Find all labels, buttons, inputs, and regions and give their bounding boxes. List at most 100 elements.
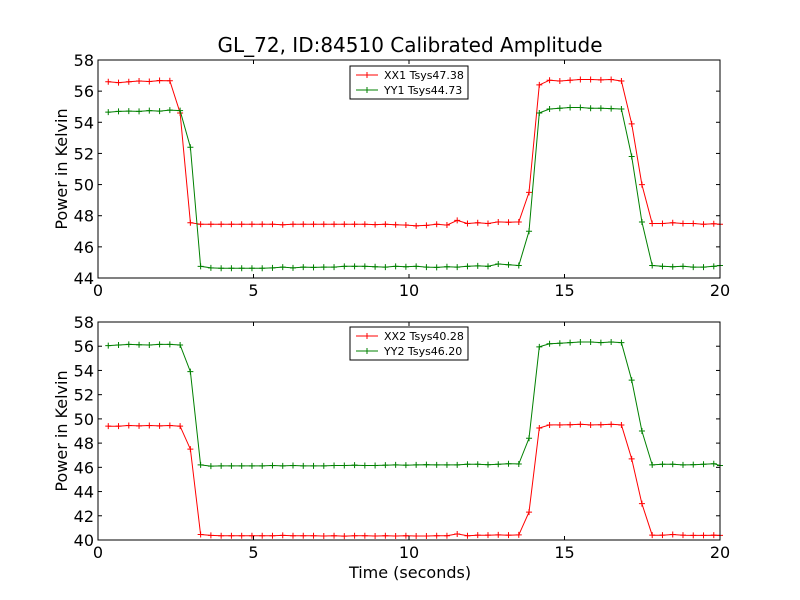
bottom-y-tick-label: 56: [74, 337, 94, 356]
top-data-point: [259, 221, 266, 228]
top-y-tick-label: 58: [74, 51, 94, 70]
bottom-y-tick-label: 58: [74, 313, 94, 332]
top-data-point: [608, 76, 615, 83]
top-data-point: [218, 265, 225, 272]
top-data-point: [669, 219, 676, 226]
top-y-tick-label: 50: [74, 176, 94, 195]
top-data-point: [402, 263, 409, 270]
top-data-point: [392, 221, 399, 228]
top-chart-panel: GL_72, ID:84510 Calibrated Amplitude Pow…: [52, 33, 730, 300]
bottom-data-point: [608, 338, 615, 345]
bottom-data-point: [515, 531, 522, 538]
top-legend-label-2: YY1 Tsys44.73: [383, 84, 462, 97]
bottom-data-point: [679, 532, 686, 539]
top-data-point: [136, 78, 143, 85]
top-data-point: [187, 219, 194, 226]
bottom-data-point: [259, 532, 266, 539]
bottom-data-point: [197, 531, 204, 538]
top-data-point: [289, 221, 296, 228]
bottom-data-point: [259, 462, 266, 469]
bottom-data-point: [156, 341, 163, 348]
bottom-data-point: [392, 461, 399, 468]
bottom-data-point: [177, 342, 184, 349]
bottom-data-point: [341, 533, 348, 540]
top-data-point: [156, 77, 163, 84]
bottom-y-tick-label: 54: [74, 361, 94, 380]
bottom-data-point: [649, 532, 656, 539]
bottom-data-point: [474, 532, 481, 539]
bottom-data-point: [700, 461, 707, 468]
bottom-data-point: [423, 533, 430, 540]
bottom-data-point: [125, 341, 132, 348]
bottom-legend-label-2: YY2 Tsys46.20: [383, 345, 462, 358]
bottom-data-point: [372, 533, 379, 540]
top-data-point: [207, 221, 214, 228]
top-data-point: [136, 108, 143, 115]
bottom-data-point: [556, 421, 563, 428]
top-data-point: [177, 107, 184, 114]
bottom-data-point: [484, 461, 491, 468]
top-data-point: [700, 264, 707, 271]
bottom-data-point: [115, 423, 122, 430]
top-data-point: [628, 120, 635, 127]
top-data-point: [536, 109, 543, 116]
bottom-x-tick-label: 10: [399, 543, 419, 562]
bottom-data-point: [310, 532, 317, 539]
top-data-point: [423, 222, 430, 229]
top-data-point: [495, 218, 502, 225]
bottom-data-point: [228, 462, 235, 469]
bottom-x-tick-label: 5: [248, 543, 258, 562]
top-data-point: [454, 217, 461, 224]
bottom-data-point: [443, 532, 450, 539]
top-data-point: [351, 263, 358, 270]
top-data-point: [248, 221, 255, 228]
bottom-y-tick-label: 48: [74, 434, 94, 453]
top-data-point: [146, 107, 153, 114]
bottom-data-point: [628, 377, 635, 384]
bottom-data-point: [218, 532, 225, 539]
top-data-point: [597, 105, 604, 112]
bottom-data-point: [433, 461, 440, 468]
bottom-data-point: [228, 532, 235, 539]
bottom-data-point: [392, 533, 399, 540]
bottom-data-point: [248, 532, 255, 539]
top-data-point: [269, 264, 276, 271]
bottom-data-point: [279, 462, 286, 469]
top-data-point: [269, 221, 276, 228]
bottom-data-point: [177, 423, 184, 430]
top-data-point: [197, 263, 204, 270]
bottom-y-tick-label: 50: [74, 410, 94, 429]
top-data-point: [382, 221, 389, 228]
bottom-data-point: [372, 462, 379, 469]
top-data-point: [443, 222, 450, 229]
top-data-point: [197, 221, 204, 228]
top-y-tick-label: 54: [74, 113, 94, 132]
top-data-point: [505, 261, 512, 268]
bottom-data-point: [136, 422, 143, 429]
bottom-data-point: [382, 462, 389, 469]
bottom-data-point: [638, 500, 645, 507]
bottom-data-point: [710, 532, 717, 539]
bottom-data-point: [608, 421, 615, 428]
bottom-data-point: [690, 532, 697, 539]
bottom-data-point: [474, 461, 481, 468]
top-legend-label-1: XX1 Tsys47.38: [384, 69, 464, 82]
bottom-data-point: [587, 421, 594, 428]
top-data-point: [207, 264, 214, 271]
top-data-point: [187, 144, 194, 151]
bottom-data-point: [618, 421, 625, 428]
bottom-data-point: [402, 462, 409, 469]
top-data-point: [484, 263, 491, 270]
bottom-data-point: [300, 462, 307, 469]
bottom-legend: XX2 Tsys40.28 YY2 Tsys46.20: [349, 326, 469, 361]
bottom-data-point: [341, 462, 348, 469]
bottom-legend-marker-2: [364, 348, 370, 354]
top-y-tick-label: 52: [74, 144, 94, 163]
bottom-data-point: [597, 339, 604, 346]
top-data-point: [402, 222, 409, 229]
top-data-point: [567, 104, 574, 111]
top-data-point: [392, 263, 399, 270]
top-data-point: [495, 260, 502, 267]
bottom-data-point: [289, 462, 296, 469]
